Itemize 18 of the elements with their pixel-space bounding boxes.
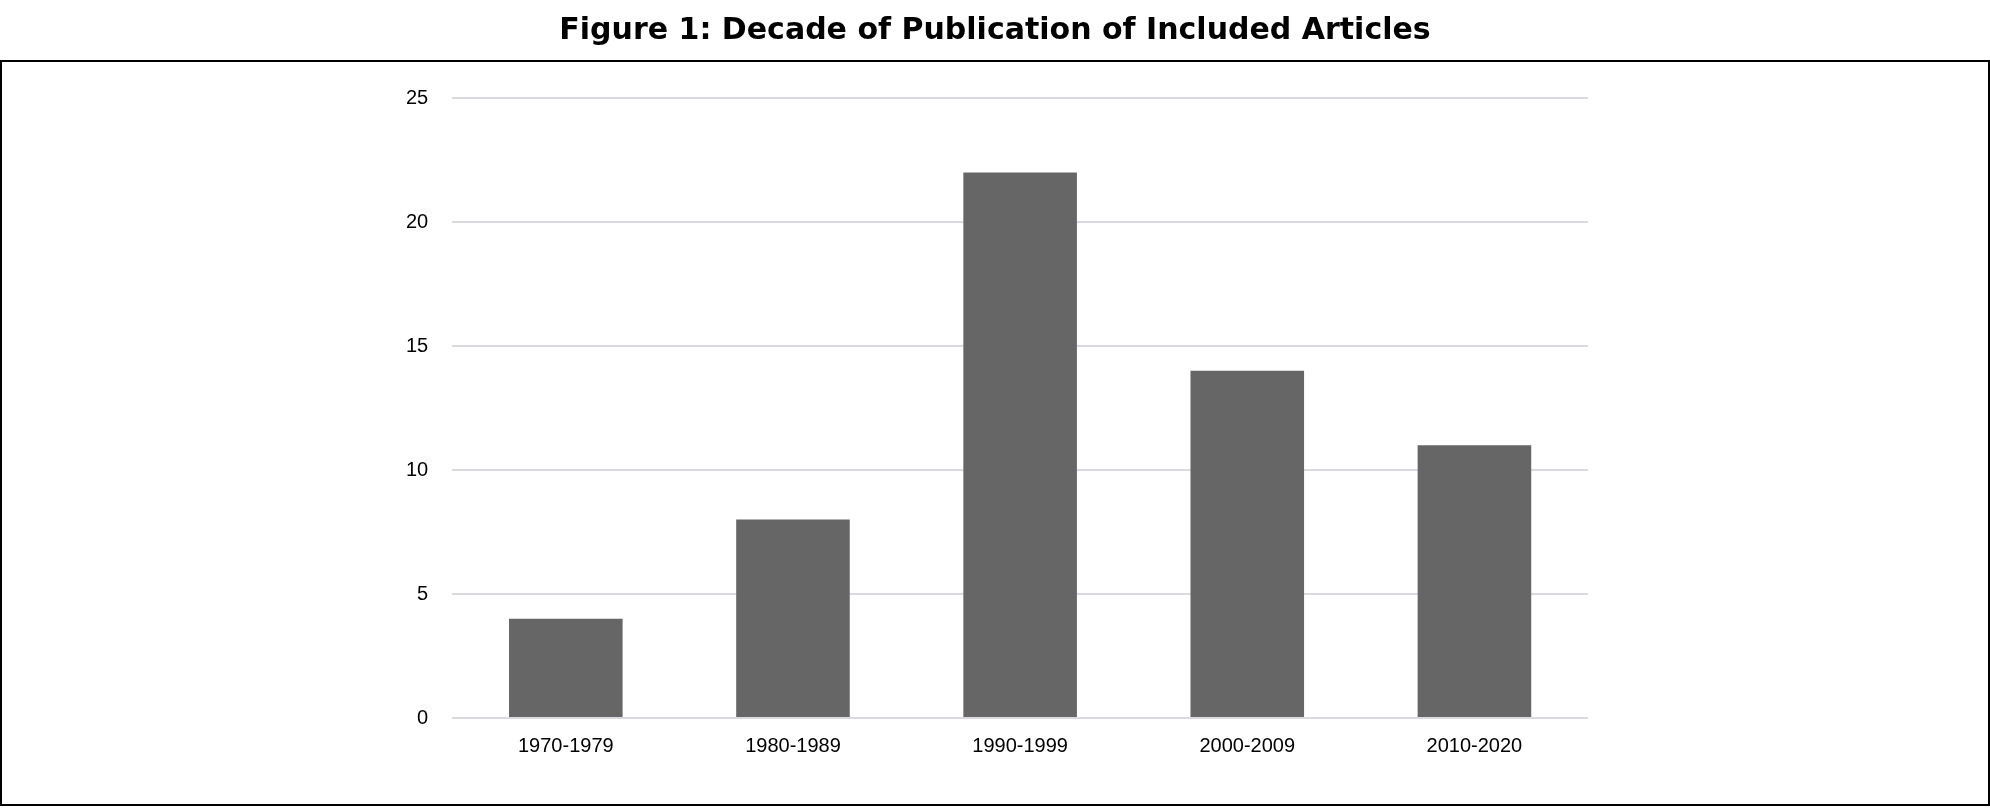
frame: 1970-1979 1980-1989 1990-1999 2000-2009 2010-2020 0 5 10 15 20 25: [0, 60, 1990, 806]
y-tick-label: 15: [406, 333, 429, 356]
x-tick-label: 2000-2009: [1199, 733, 1296, 756]
y-tick-label: 20: [406, 209, 429, 232]
bar: [1190, 370, 1305, 717]
bar: [963, 172, 1077, 717]
bar: [509, 618, 623, 717]
y-tick-label: 5: [417, 581, 429, 604]
bar: [736, 519, 850, 717]
x-tick-label: 1990-1999: [972, 733, 1068, 756]
x-tick-label: 1970-1979: [517, 733, 614, 756]
x-tick-label: 2010-2020: [1426, 733, 1523, 756]
bar: [1417, 445, 1532, 717]
x-tick-label: 1980-1989: [745, 733, 841, 756]
y-tick-label: 25: [406, 85, 429, 108]
chart-title: Figure 1: Decade of Publication of Included Articles: [558, 10, 1432, 48]
y-tick-label: 0: [417, 705, 429, 728]
y-tick-label: 10: [406, 457, 429, 480]
